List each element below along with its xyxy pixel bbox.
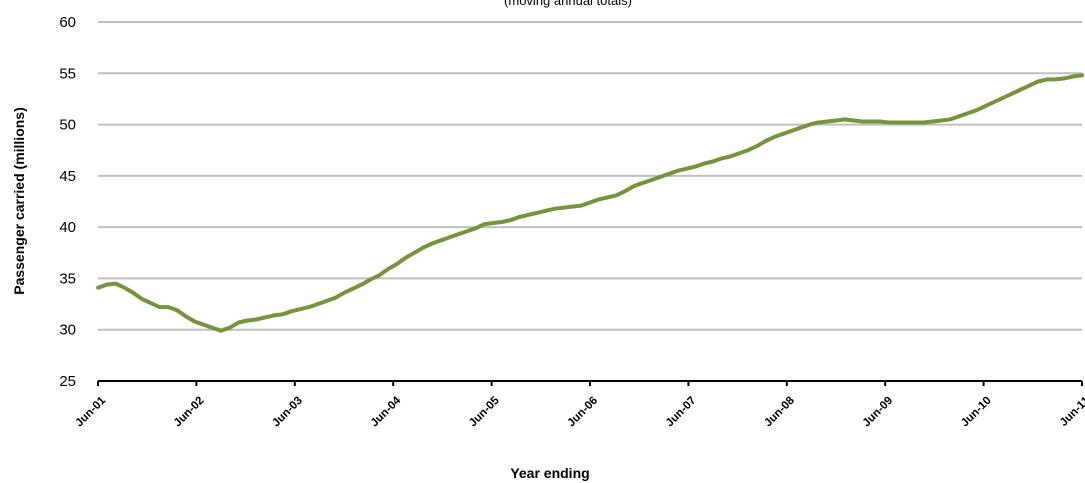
x-tick-label: Jun-02	[172, 395, 207, 430]
gridlines	[98, 21, 1082, 331]
y-axis-tick-labels: 25 30 35 40 45 50 55 60	[59, 14, 76, 390]
y-tick-label: 25	[59, 373, 76, 390]
x-tick-label: Jun-07	[664, 395, 699, 430]
x-axis-tick-labels: Jun-01 Jun-02 Jun-03 Jun-04 Jun-05 Jun-06 Jun-…	[73, 394, 1085, 429]
chart-subtitle: (moving annual totals)	[504, 0, 632, 8]
y-tick-label: 45	[59, 168, 76, 185]
x-tick-label: Jun-04	[369, 394, 404, 429]
series-group	[96, 73, 1084, 333]
x-tick-label: Jun-01	[73, 394, 108, 429]
x-tick-label: Jun-09	[861, 395, 896, 430]
y-tick-label: 30	[59, 322, 76, 339]
y-tick-label: 35	[59, 270, 76, 287]
x-tick-label: Jun-06	[565, 395, 600, 430]
series-line	[96, 73, 1084, 333]
x-axis	[97, 380, 1083, 386]
x-tick-label: Jun-08	[762, 394, 797, 429]
x-tick-label: Jun-05	[467, 394, 502, 429]
y-tick-label: 50	[59, 117, 76, 134]
y-tick-label: 60	[59, 14, 76, 31]
y-tick-label: 40	[59, 219, 76, 236]
y-axis-title: Passenger carried (millions)	[11, 107, 27, 295]
x-axis-title: Year ending	[510, 465, 589, 481]
x-tick-label: Jun-10	[959, 395, 994, 430]
x-tick-label: Jun-03	[270, 395, 305, 430]
y-tick-label: 55	[59, 65, 76, 82]
x-tick-label: Jun-11	[1058, 394, 1085, 429]
